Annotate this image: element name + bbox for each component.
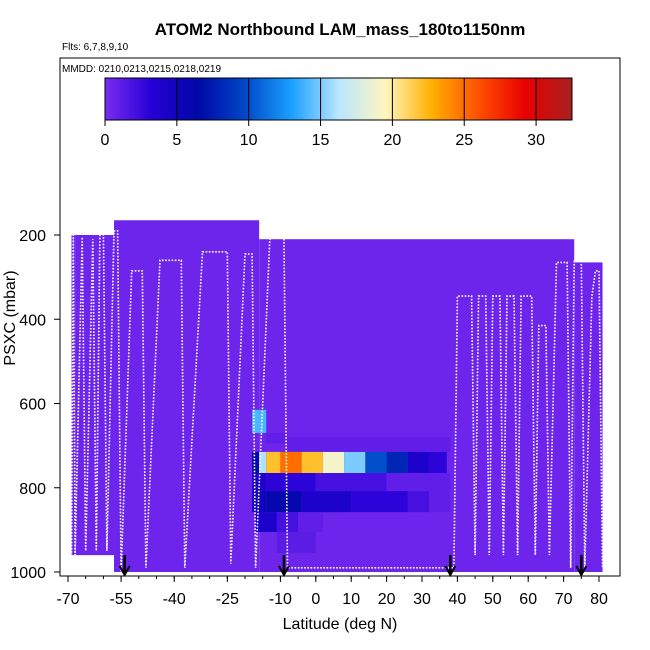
sounding-markers: [118, 555, 588, 578]
x-tick-label: 40: [449, 591, 467, 608]
colorbar-tick-label: 15: [312, 132, 330, 149]
heatmap-cell: [259, 451, 267, 474]
x-tick-label: 80: [590, 591, 608, 608]
x-tick-label: 60: [519, 591, 537, 608]
sounding-arrow-head: [575, 565, 588, 578]
colorbar-tick-label: 5: [172, 132, 181, 149]
y-axis: 200 400 600 800 1000: [10, 228, 60, 582]
heatmap-cell: [301, 491, 352, 513]
heatmap-cell: [298, 512, 323, 532]
heatmap-cell: [266, 473, 316, 492]
heatmap-cells: [71, 220, 603, 572]
heatmap-cell: [351, 491, 408, 513]
heatmap-cell: [407, 491, 430, 513]
heatmap-cell: [429, 491, 451, 513]
heatmap-cell: [429, 451, 447, 474]
y-tick-label: 400: [19, 312, 46, 329]
flight-track-line: [70, 230, 604, 573]
colorbar-bar: [104, 77, 573, 121]
heatmap-cell: [276, 512, 299, 532]
y-axis-label: PSXC (mbar): [2, 270, 19, 365]
colorbar: 0 5 10 15 20 25 30: [101, 77, 573, 149]
colorbar-tick-label: 25: [455, 132, 473, 149]
x-tick-label: 10: [342, 591, 360, 608]
colorbar-tick-label: 0: [101, 132, 110, 149]
heatmap-cell: [315, 473, 387, 492]
heatmap-cell: [252, 451, 260, 474]
heatmap-cell: [71, 235, 76, 556]
heatmap-cell: [276, 531, 316, 554]
heatmap-cell: [266, 432, 288, 444]
colorbar-tick-label: 30: [527, 132, 545, 149]
flights-label: Flts: 6,7,8,9,10: [62, 42, 129, 53]
sounding-arrow-head: [278, 565, 290, 578]
colorbar-tick-label: 10: [240, 132, 258, 149]
y-tick-label: 600: [19, 397, 46, 414]
x-tick-label: 20: [378, 591, 396, 608]
heatmap-cell: [386, 451, 408, 474]
x-tick-label: -55: [110, 591, 133, 608]
sounding-arrow-head: [118, 565, 131, 578]
colorbar-tick-label: 20: [383, 132, 401, 149]
heatmap-cell: [255, 512, 277, 532]
heatmap-cell: [114, 220, 260, 572]
x-tick-label: -40: [163, 591, 186, 608]
x-tick-label: 30: [413, 591, 431, 608]
heatmap-cell: [407, 451, 430, 474]
heatmap-cell: [280, 451, 302, 474]
x-axis: -70 -55 -40 -25 -10 0 10 20 30 40 50 60 70 80: [56, 576, 608, 608]
sounding-arrow-head: [444, 565, 457, 578]
plot-frame: [59, 57, 621, 577]
dates-label: MMDD: 0210,0213,0215,0218,0219: [62, 64, 221, 75]
heatmap-cell: [301, 451, 323, 474]
x-tick-label: -70: [56, 591, 79, 608]
chart-title: ATOM2 Northbound LAM_mass_180to1150nm: [155, 20, 526, 39]
x-axis-label: Latitude (deg N): [283, 616, 398, 633]
heatmap-cell: [386, 473, 451, 492]
heatmap-cell: [287, 437, 451, 452]
y-tick-label: 800: [19, 481, 46, 498]
heatmap-cell: [344, 451, 366, 474]
heatmap-cell: [266, 451, 281, 474]
x-tick-label: 70: [555, 591, 573, 608]
heatmap-cell: [252, 409, 267, 433]
x-tick-label: -10: [269, 591, 292, 608]
flight-track: [70, 230, 604, 573]
heatmap-cell: [322, 451, 345, 474]
x-tick-label: -25: [216, 591, 239, 608]
y-tick-label: 1000: [10, 565, 46, 582]
heatmap-cell: [266, 491, 302, 513]
heatmap-cell: [365, 451, 387, 474]
x-tick-label: 0: [311, 591, 320, 608]
y-tick-label: 200: [19, 228, 46, 245]
x-tick-label: 50: [484, 591, 502, 608]
